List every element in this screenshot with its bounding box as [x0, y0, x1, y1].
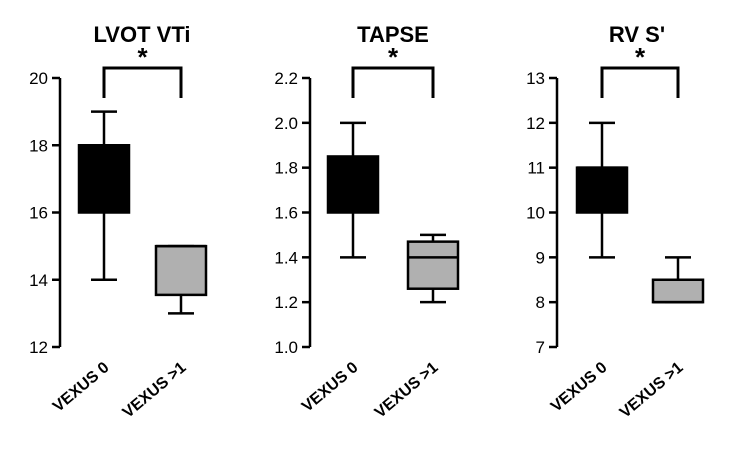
y-tick-label: 7 — [536, 338, 545, 357]
panel-title: LVOT VTi — [94, 22, 191, 47]
y-tick-label: 8 — [536, 293, 545, 312]
y-tick-label: 12 — [29, 338, 48, 357]
chart-panel-3: RV S' 7 8 9 10 11 12 13 VEXUS 0 VEXUS >1 * — [526, 22, 705, 422]
significance-bracket — [600, 66, 680, 98]
y-tick-label: 1.4 — [274, 248, 298, 267]
panel-title: TAPSE — [357, 22, 429, 47]
y-tick-label: 9 — [536, 248, 545, 267]
panel-title: RV S' — [609, 22, 665, 47]
x-category-label: VEXUS 0 — [548, 359, 611, 416]
y-tick-label: 1.0 — [274, 338, 298, 357]
y-tick-label: 16 — [29, 204, 48, 223]
y-tick-label: 12 — [526, 114, 545, 133]
box-vexus-gt1 — [406, 233, 460, 304]
significance-asterisk: * — [137, 42, 148, 72]
x-category-label: VEXUS >1 — [617, 359, 687, 422]
box-vexus-0 — [326, 121, 380, 259]
box-vexus-gt1 — [154, 244, 208, 315]
significance-asterisk: * — [635, 42, 646, 72]
x-category-label: VEXUS >1 — [372, 359, 442, 422]
y-tick-label: 14 — [29, 271, 48, 290]
box-body — [575, 166, 629, 214]
y-tick-label: 1.8 — [274, 159, 298, 178]
y-tick-label: 20 — [29, 69, 48, 88]
x-category-label: VEXUS 0 — [50, 359, 113, 416]
y-tick-label: 2.2 — [274, 69, 298, 88]
y-tick-label: 18 — [29, 136, 48, 155]
x-category-label: VEXUS >1 — [120, 359, 190, 422]
significance-bracket — [351, 66, 435, 98]
x-category-label: VEXUS 0 — [299, 359, 362, 416]
box-body — [651, 278, 705, 304]
box-vexus-gt1 — [651, 256, 705, 304]
box-body — [406, 240, 460, 290]
y-tick-label: 10 — [526, 204, 545, 223]
y-tick-label: 1.2 — [274, 293, 298, 312]
significance-asterisk: * — [388, 42, 399, 72]
box-vexus-0 — [77, 110, 131, 281]
y-tick-label: 11 — [527, 159, 545, 178]
chart-panel-2: TAPSE 1.0 1.2 1.4 1.6 1.8 2.0 2.2 VEXUS 0 VEXUS >… — [274, 22, 460, 422]
box-body — [326, 155, 380, 214]
significance-bracket — [102, 66, 183, 98]
chart-panel-1: LVOT VTi 12 14 16 18 20 VEXUS 0 VEXUS >1 * — [29, 22, 208, 422]
box-body — [154, 244, 208, 297]
y-tick-label: 1.6 — [274, 204, 298, 223]
y-tick-label: 2.0 — [274, 114, 298, 133]
y-tick-label: 13 — [526, 69, 545, 88]
box-vexus-0 — [575, 121, 629, 259]
box-body — [77, 144, 131, 214]
